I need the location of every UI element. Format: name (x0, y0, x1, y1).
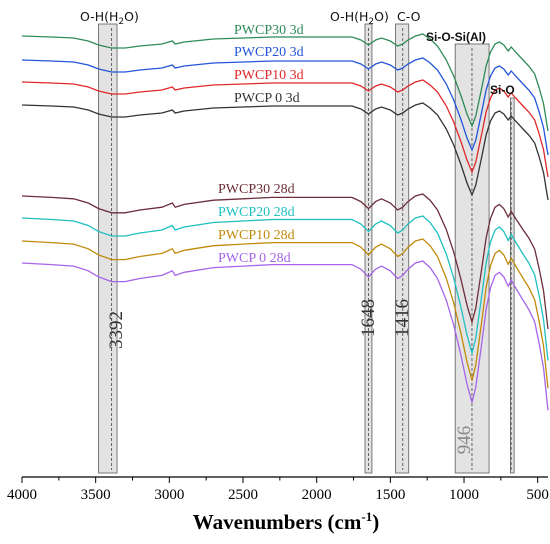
band-header-label-4: Si-O (490, 83, 515, 97)
band-2 (395, 23, 410, 474)
series-line-4 (21, 193, 549, 330)
labels-layer: PWCP30 3d PWCP20 3d PWCP10 3d PWCP 0 3d PWCP… (80, 9, 515, 454)
series-line-5 (21, 215, 549, 361)
series-line-6 (21, 238, 549, 389)
series-label-2: PWCP10 3d (234, 68, 304, 83)
band-header-label-2: C-O (397, 9, 421, 24)
x-tick-label: 500 (526, 487, 549, 503)
peak-label-3: 946 (454, 426, 475, 455)
x-tick-label: 3000 (154, 487, 184, 503)
series-label-4: PWCP30 28d (218, 182, 295, 197)
bands-layer (98, 23, 515, 474)
curves-layer (21, 33, 549, 411)
series-line-1 (21, 57, 549, 156)
x-tick-label: 4000 (7, 487, 37, 503)
series-label-7: PWCP 0 28d (218, 251, 291, 266)
band-0 (98, 23, 118, 474)
series-line-7 (21, 260, 549, 411)
series-line-3 (21, 102, 549, 201)
series-label-6: PWCP10 28d (218, 228, 295, 243)
series-line-0 (21, 33, 549, 132)
series-label-1: PWCP20 3d (234, 45, 304, 60)
x-tick-label: 3500 (81, 487, 111, 503)
x-tick-label: 1500 (375, 487, 405, 503)
peak-label-1: 1648 (358, 299, 379, 337)
x-tick-label: 2000 (302, 487, 332, 503)
band-header-label-1: O-H(H2O) (330, 9, 389, 27)
x-axis: 4000 3500 3000 2500 2000 1500 1000 500 Wavenumbe… (7, 476, 549, 534)
peak-label-0: 3392 (106, 311, 127, 349)
band-header-label-0: O-H(H2O) (80, 9, 139, 27)
peak-label-2: 1416 (392, 299, 413, 337)
series-label-3: PWCP 0 3d (234, 91, 300, 106)
series-label-5: PWCP20 28d (218, 205, 295, 220)
x-tick-label: 2500 (228, 487, 258, 503)
series-line-2 (21, 79, 549, 178)
band-header-label-3: Si-O-Si(Al) (426, 30, 486, 44)
x-tick-label: 1000 (449, 487, 479, 503)
x-axis-title: Wavenumbers (cm-1) (193, 509, 379, 534)
series-label-0: PWCP30 3d (234, 23, 304, 38)
